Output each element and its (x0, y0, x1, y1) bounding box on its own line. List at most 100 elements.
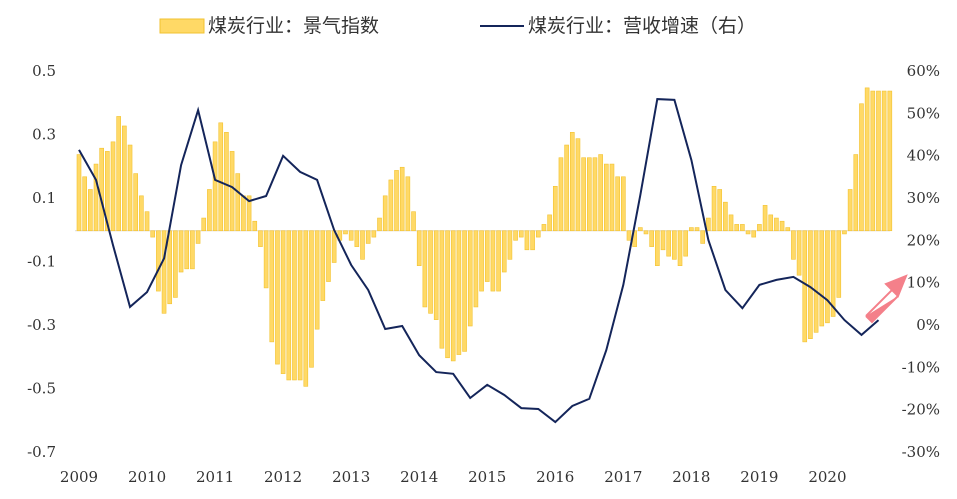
bar (842, 230, 847, 235)
bar (490, 230, 496, 292)
bar (297, 230, 303, 381)
x-tick-label: 2019 (740, 468, 778, 486)
bar (303, 230, 309, 387)
bar (150, 230, 156, 238)
bar (241, 195, 246, 232)
bar (655, 230, 660, 266)
bar (774, 217, 779, 232)
bar (467, 230, 473, 327)
bar (796, 230, 802, 276)
bar (399, 166, 405, 232)
x-tick-label: 2017 (604, 468, 642, 486)
bar (518, 230, 524, 238)
y2-tick-label: 30% (907, 189, 940, 207)
bar (116, 116, 121, 232)
bar (541, 224, 547, 232)
bar (575, 138, 581, 232)
bar (246, 195, 252, 232)
bar (853, 154, 859, 232)
bar (156, 230, 161, 292)
bar (706, 217, 711, 232)
bar (496, 230, 501, 292)
bar (626, 230, 632, 241)
bar (621, 176, 626, 232)
bar (456, 230, 462, 355)
bar (178, 230, 184, 273)
bar (672, 230, 677, 260)
bar (530, 230, 535, 251)
bar (252, 220, 258, 232)
bar (348, 230, 354, 241)
y2-tick-label: 40% (907, 147, 940, 165)
bar (280, 230, 286, 374)
bar (666, 230, 671, 257)
bar (558, 157, 564, 232)
bar (592, 157, 598, 232)
bar (887, 90, 893, 232)
bar (808, 230, 813, 339)
bar (127, 144, 133, 232)
bar (110, 141, 116, 232)
y2-tick-label: 50% (907, 104, 940, 122)
bar (864, 87, 870, 232)
bar (439, 230, 445, 349)
bar (93, 163, 99, 232)
bar (535, 230, 541, 238)
x-tick-label: 2009 (60, 468, 98, 486)
line (78, 98, 880, 424)
bar (388, 179, 394, 232)
bar (195, 230, 201, 244)
bar (82, 176, 87, 232)
bar (552, 186, 558, 232)
bar (507, 230, 513, 260)
bar (263, 230, 269, 289)
bar (791, 230, 796, 260)
bar (224, 132, 229, 232)
bar (416, 230, 422, 266)
bar (740, 224, 745, 232)
bar (762, 205, 768, 232)
arrow (865, 274, 908, 324)
bar (711, 186, 717, 232)
bar (547, 214, 552, 232)
bar (859, 103, 864, 232)
bar (501, 230, 507, 273)
bar (564, 144, 569, 232)
bar (779, 220, 785, 232)
bar (677, 230, 683, 266)
bar (700, 230, 706, 244)
bar (167, 230, 173, 305)
bar (286, 230, 292, 381)
bar (190, 230, 195, 270)
legend-label: 煤炭行业：景气指数 (208, 15, 379, 37)
bar (723, 201, 728, 232)
bar (99, 147, 104, 232)
bar (161, 230, 167, 314)
bar (836, 230, 842, 298)
bar (269, 230, 275, 343)
y2-tick-label: -10% (902, 358, 940, 376)
bar (638, 227, 643, 232)
bar (847, 189, 853, 232)
bar (422, 230, 428, 308)
x-tick-label: 2012 (264, 468, 302, 486)
bar (433, 230, 439, 320)
x-tick-label: 2015 (468, 468, 506, 486)
bar (411, 211, 416, 232)
bar (813, 230, 819, 333)
y2-tick-label: 0% (916, 316, 940, 334)
bar (694, 227, 700, 232)
bar (258, 230, 263, 247)
bar (683, 230, 688, 257)
x-tick-label: 2013 (332, 468, 370, 486)
bar (309, 230, 314, 368)
bar (173, 230, 178, 298)
bar (819, 230, 825, 327)
y2-tick-label: 10% (907, 274, 940, 292)
x-tick-label: 2014 (400, 468, 438, 486)
bar (105, 151, 110, 232)
bar (802, 230, 808, 343)
y-tick-label: -0.3 (27, 316, 56, 334)
bar (473, 230, 479, 308)
